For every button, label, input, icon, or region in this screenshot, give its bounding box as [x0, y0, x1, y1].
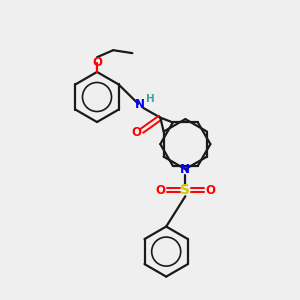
Text: O: O — [92, 56, 102, 69]
Text: O: O — [156, 184, 166, 197]
Text: N: N — [135, 98, 145, 111]
Text: O: O — [131, 126, 142, 139]
Text: N: N — [180, 163, 190, 176]
Text: O: O — [205, 184, 215, 197]
Text: S: S — [180, 183, 190, 197]
Text: H: H — [146, 94, 154, 104]
